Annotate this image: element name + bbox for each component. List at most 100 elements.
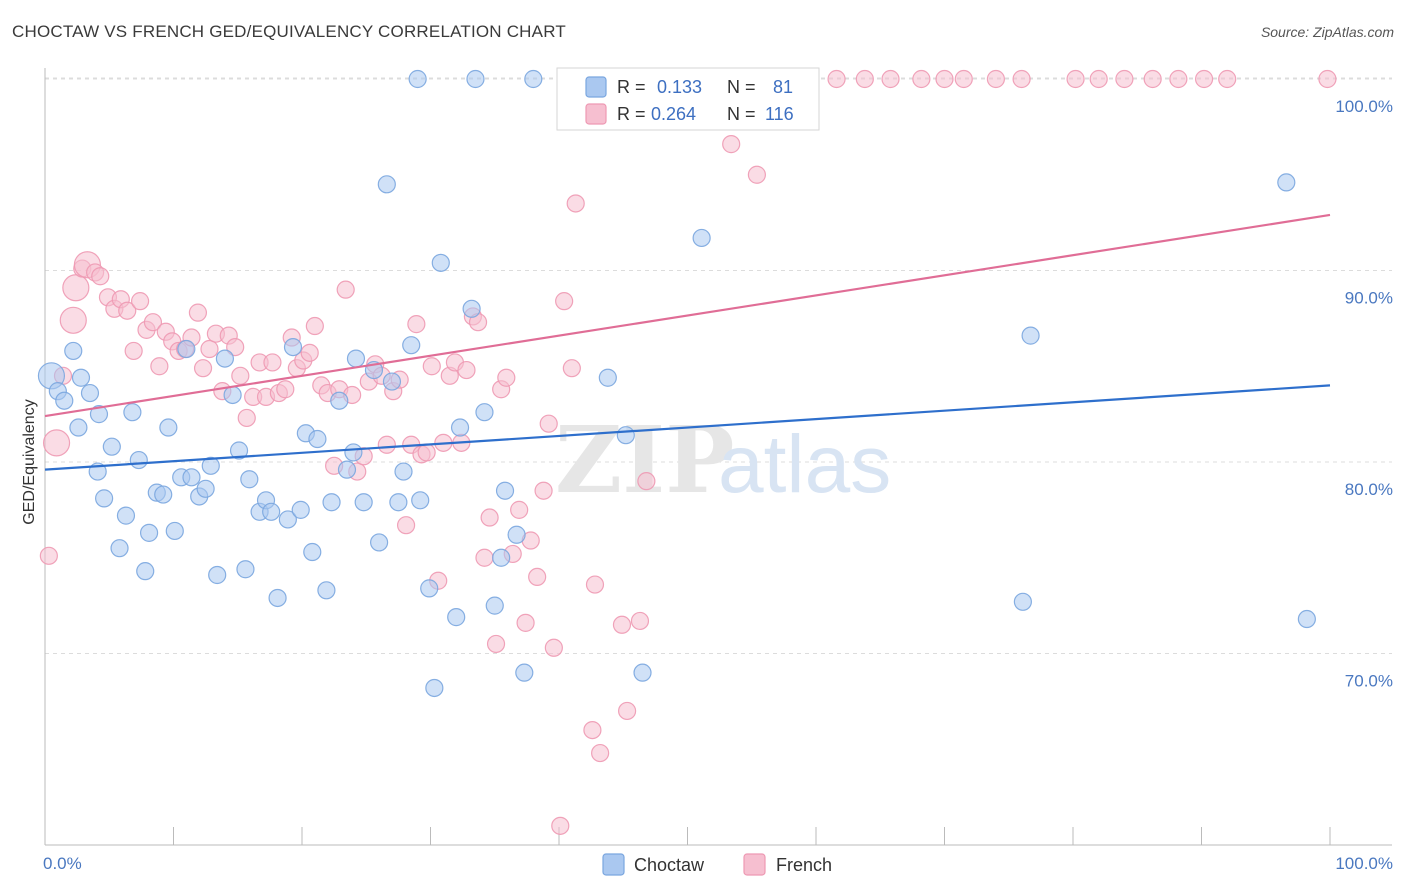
stats-n-value-2: 116 <box>765 104 794 124</box>
choctaw-point <box>485 596 504 615</box>
choctaw-point <box>346 349 366 368</box>
choctaw-point <box>382 372 402 391</box>
choctaw-point <box>236 560 255 579</box>
y-tick-label: 70.0% <box>1345 672 1393 691</box>
french-point <box>539 414 558 433</box>
french-point <box>91 267 110 286</box>
french-point <box>1089 69 1108 89</box>
choctaw-point <box>69 418 88 437</box>
french-point <box>583 720 602 740</box>
stats-r-label-2: R = <box>617 104 646 124</box>
french-point <box>497 368 516 387</box>
choctaw-point <box>283 338 303 357</box>
choctaw-point <box>402 336 421 355</box>
choctaw-point <box>80 383 100 403</box>
french-point <box>276 380 295 399</box>
trend-lines <box>44 213 1331 471</box>
french-point <box>377 435 396 454</box>
choctaw-point <box>308 429 327 449</box>
french-point <box>1169 69 1188 89</box>
choctaw-point <box>303 542 322 562</box>
french-point <box>562 359 581 378</box>
french-point <box>954 69 973 89</box>
french-point <box>986 69 1006 89</box>
choctaw-point <box>507 525 526 544</box>
french-point <box>200 339 219 359</box>
french-point <box>881 69 900 89</box>
choctaw-point <box>450 418 470 437</box>
choctaw-point <box>229 441 249 460</box>
legend-label-french: French <box>776 855 832 875</box>
choctaw-point <box>408 69 427 89</box>
french-point <box>855 69 874 89</box>
choctaw-point <box>136 562 155 581</box>
choctaw-point <box>116 506 136 525</box>
french-point <box>396 516 416 535</box>
choctaw-point <box>1297 609 1316 629</box>
choctaw-point <box>411 491 430 510</box>
french-point <box>1318 69 1337 89</box>
french-point <box>475 548 494 567</box>
french-point <box>637 472 656 491</box>
choctaw-point <box>1277 173 1296 192</box>
choctaw-point <box>475 403 494 422</box>
french-point <box>534 481 553 500</box>
choctaw-point <box>291 500 310 519</box>
choctaw-point <box>1021 326 1040 345</box>
french-point <box>417 443 436 462</box>
french-point <box>1143 69 1162 89</box>
french-point <box>231 366 250 385</box>
x-tick-label: 0.0% <box>43 854 82 873</box>
choctaw-point <box>317 581 336 600</box>
french-point <box>912 69 931 89</box>
choctaw-point <box>354 493 373 512</box>
choctaw-point <box>462 299 481 318</box>
french-point <box>1012 69 1031 89</box>
choctaw-point <box>129 450 148 470</box>
french-point <box>480 508 499 527</box>
legend-swatch-french <box>743 853 766 876</box>
french-point <box>618 701 637 721</box>
choctaw-point <box>71 368 91 387</box>
french-point <box>544 638 563 657</box>
choctaw-trend-line <box>44 384 1331 471</box>
choctaw-point <box>394 462 413 481</box>
y-tick-label: 80.0% <box>1345 480 1393 499</box>
choctaw-point <box>201 456 220 475</box>
french-point <box>336 280 355 299</box>
choctaw-point <box>466 69 485 89</box>
french-point <box>827 69 846 89</box>
french-point <box>1194 69 1214 89</box>
stats-n-label-2: N = <box>727 104 756 124</box>
stats-n-value-1: 81 <box>773 77 793 97</box>
y-tick-label: 90.0% <box>1345 289 1393 308</box>
stats-swatch-french <box>585 103 607 125</box>
choctaw-point <box>425 678 444 698</box>
choctaw-point <box>223 385 242 405</box>
french-point <box>59 306 87 334</box>
french-point <box>143 313 163 332</box>
choctaw-point <box>215 349 234 368</box>
french-point <box>1115 69 1134 89</box>
french-point <box>630 611 650 631</box>
stats-r-value-1: 0.133 <box>657 77 702 97</box>
watermark-atlas: atlas <box>718 419 891 510</box>
french-point <box>62 274 90 302</box>
legend-label-choctaw: Choctaw <box>634 855 705 875</box>
french-point <box>1066 69 1085 89</box>
french-point <box>263 353 282 372</box>
french-point <box>300 343 319 362</box>
choctaw-point <box>322 493 341 512</box>
choctaw-point <box>492 548 511 567</box>
choctaw-point <box>370 533 389 552</box>
choctaw-point <box>268 588 287 608</box>
choctaw-point <box>154 485 173 504</box>
choctaw-point <box>240 470 259 489</box>
french-point <box>722 135 741 154</box>
choctaw-point <box>159 418 178 437</box>
french-point <box>150 357 169 376</box>
french-point <box>305 316 324 336</box>
french-point <box>591 743 610 763</box>
choctaw-point <box>55 391 74 410</box>
